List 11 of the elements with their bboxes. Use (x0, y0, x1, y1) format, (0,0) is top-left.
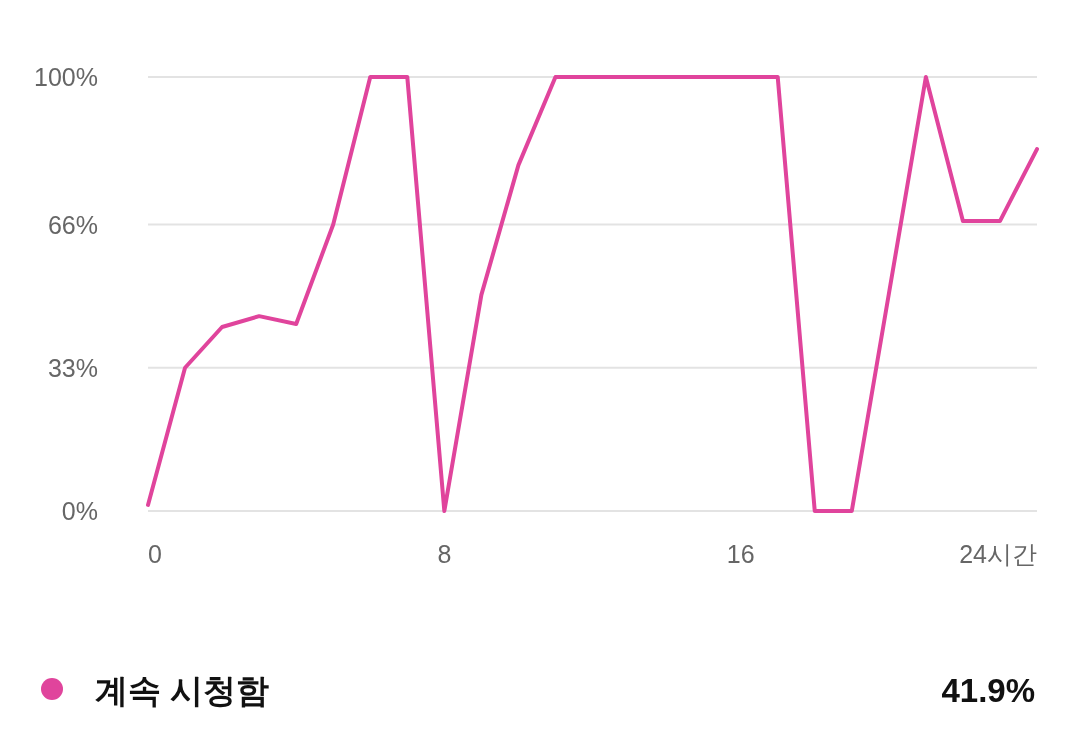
x-tick-label: 16 (726, 540, 755, 568)
y-tick-label: 33% (47, 353, 98, 382)
legend-label: 계속 시청함 (95, 672, 270, 709)
y-tick-label: 0% (61, 497, 98, 525)
y-tick-label: 66% (47, 210, 98, 239)
y-tick-label: 100% (34, 63, 98, 91)
text: 41.9% (941, 672, 1035, 709)
line-series (146, 75, 1039, 513)
x-tick-label: 0 (148, 540, 162, 568)
x-tick-label: 8 (437, 540, 452, 568)
x-tick-label: 24시간 (959, 540, 1037, 568)
